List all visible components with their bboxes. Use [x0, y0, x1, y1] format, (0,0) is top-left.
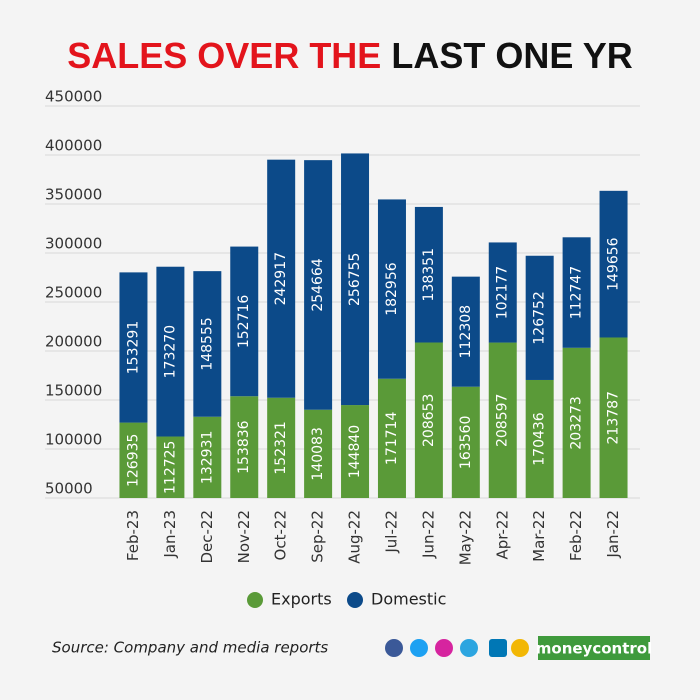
value-label: 256755 — [347, 253, 363, 306]
social-icons — [385, 639, 529, 657]
value-label: 152321 — [273, 421, 289, 474]
bar — [599, 337, 628, 498]
y-tick-label: 50000 — [45, 480, 93, 498]
brand: moneycontrol — [536, 640, 652, 658]
legend-swatch — [247, 592, 263, 608]
value-label: 112747 — [569, 266, 585, 319]
x-tick-label: Mar-22 — [530, 510, 548, 562]
bar — [304, 160, 333, 410]
value-label: 254664 — [310, 258, 326, 312]
bar — [304, 409, 333, 498]
bar — [119, 272, 148, 423]
x-tick-label: Aug-22 — [346, 510, 364, 564]
value-label: 140083 — [310, 427, 326, 480]
bar — [341, 405, 370, 498]
y-tick-label: 100000 — [45, 431, 102, 449]
bar — [267, 397, 296, 498]
x-tick-label: Jan-23 — [161, 510, 179, 559]
bar — [193, 271, 222, 417]
chart-title: SALES OVER THE LAST ONE YR — [67, 35, 632, 76]
value-label: 173270 — [162, 325, 178, 378]
bar — [488, 242, 517, 343]
source: Source: Company and media reports — [52, 639, 328, 657]
x-tick-label: Oct-22 — [272, 510, 290, 560]
value-label: 138351 — [421, 248, 437, 301]
icon — [385, 639, 403, 657]
icon — [489, 639, 507, 657]
x-tick-label: Dec-22 — [198, 510, 216, 564]
value-label: 203273 — [569, 396, 585, 449]
legend-label: Exports — [271, 590, 332, 609]
bar — [451, 386, 480, 498]
bar — [193, 416, 222, 498]
value-label: 132931 — [199, 431, 215, 484]
bar — [230, 396, 259, 498]
icon — [435, 639, 453, 657]
value-label: 112725 — [162, 441, 178, 494]
bar — [599, 190, 628, 338]
value-label: 170436 — [532, 412, 548, 466]
legend-label: Domestic — [371, 590, 446, 609]
y-tick-label: 200000 — [45, 333, 102, 351]
x-tick-label: Sep-22 — [309, 510, 327, 563]
bar — [562, 347, 591, 498]
x-tick-label: Jun-22 — [419, 510, 437, 559]
bar — [156, 436, 185, 498]
value-label: 242917 — [273, 252, 289, 305]
value-label: 208653 — [421, 394, 437, 447]
bar — [377, 378, 406, 498]
value-label: 112308 — [458, 305, 474, 358]
bar — [119, 422, 148, 498]
y-tick-label: 250000 — [45, 284, 102, 302]
icon — [511, 639, 529, 657]
bar — [156, 266, 185, 437]
value-label: 144840 — [347, 425, 363, 478]
value-label: 153836 — [236, 420, 252, 474]
y-tick-label: 300000 — [45, 235, 102, 253]
x-tick-label: Jul-22 — [382, 510, 400, 554]
bar — [488, 342, 517, 498]
value-label: 163560 — [458, 416, 474, 469]
bar — [377, 199, 406, 379]
bar — [525, 379, 554, 498]
value-label: 213787 — [606, 391, 622, 444]
bar — [451, 276, 480, 387]
value-label: 102177 — [495, 266, 511, 319]
bar — [414, 206, 443, 343]
bar — [267, 159, 296, 398]
x-tick-label: Nov-22 — [235, 510, 253, 563]
legend-swatch — [347, 592, 363, 608]
value-label: 152716 — [236, 295, 252, 349]
value-label: 148555 — [199, 317, 215, 370]
bar — [414, 342, 443, 498]
title-highlight: SALES OVER THE — [67, 35, 381, 76]
bar — [562, 237, 591, 348]
x-tick-label: Jan-22 — [604, 510, 622, 559]
y-tick-label: 350000 — [45, 186, 102, 204]
value-label: 182956 — [384, 262, 400, 316]
value-label: 126935 — [125, 434, 141, 487]
brand-box — [538, 636, 650, 660]
icon — [410, 639, 428, 657]
title-rest: LAST ONE YR — [391, 35, 632, 76]
bar — [525, 255, 554, 380]
icon — [460, 639, 478, 657]
bar — [341, 153, 370, 406]
bar — [230, 246, 259, 397]
value-label: 153291 — [125, 321, 141, 374]
x-tick-label: May-22 — [456, 510, 474, 565]
value-label: 126752 — [532, 291, 548, 344]
value-label: 149656 — [606, 237, 622, 291]
value-label: 171714 — [384, 412, 400, 466]
y-tick-label: 150000 — [45, 382, 102, 400]
x-tick-label: Apr-22 — [493, 510, 511, 560]
value-label: 208597 — [495, 394, 511, 447]
y-tick-label: 450000 — [45, 88, 102, 106]
x-tick-label: Feb-22 — [567, 510, 585, 561]
x-tick-label: Feb-23 — [124, 510, 142, 561]
y-tick-label: 400000 — [45, 137, 102, 155]
